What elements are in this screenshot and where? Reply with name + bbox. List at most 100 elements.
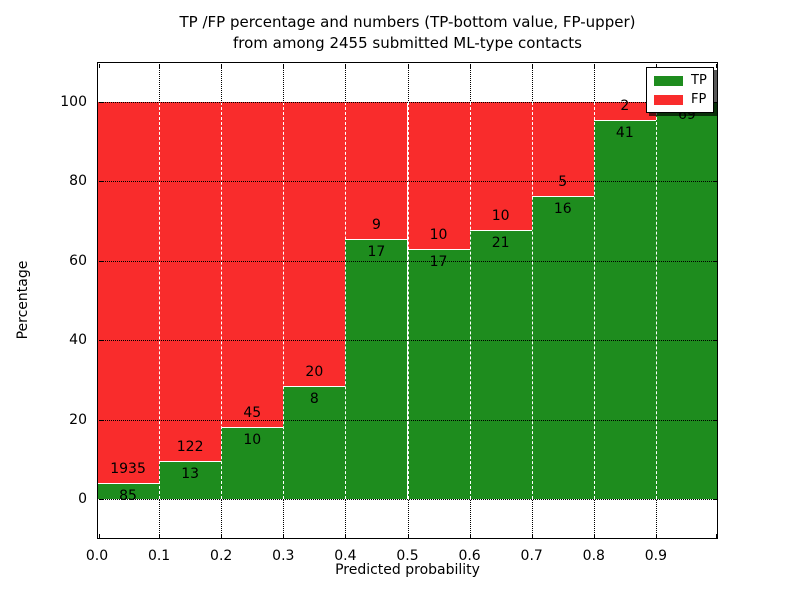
x-tick-mark <box>531 63 533 68</box>
x-tick-mark <box>655 63 657 68</box>
x-tick-mark <box>98 533 100 538</box>
x-tick-mark <box>345 63 347 68</box>
bar-segment-fp <box>593 101 656 121</box>
chart-title: TP /FP percentage and numbers (TP-bottom… <box>97 12 718 54</box>
legend-label-tp: TP <box>691 72 707 88</box>
y-tick-mark <box>98 101 103 103</box>
bar-fp-count-label: 122 <box>176 438 204 455</box>
x-tick-mark <box>531 533 533 538</box>
x-tick-mark <box>593 533 595 538</box>
y-tick-mark <box>98 419 103 421</box>
gridline-horizontal <box>97 181 718 183</box>
bar-segment-tp <box>593 120 656 500</box>
x-tick-mark <box>283 63 285 68</box>
bar-segment-fp <box>159 101 222 461</box>
gridline-horizontal <box>97 260 718 262</box>
x-tick-mark <box>159 63 161 68</box>
x-tick-mark <box>593 63 595 68</box>
bar-boundary-dash <box>221 101 223 500</box>
bar-boundary-dash <box>469 101 471 500</box>
y-tick-mark <box>712 260 717 262</box>
x-tick-mark <box>715 533 717 538</box>
x-tick-mark <box>407 533 409 538</box>
y-tick-mark <box>712 101 717 103</box>
y-tick-mark <box>98 499 103 501</box>
x-tick-label: 0.2 <box>210 548 233 564</box>
legend: TP FP <box>646 67 714 113</box>
legend-swatch-tp-icon <box>654 75 683 86</box>
bar-fp-count-label: 20 <box>305 363 324 380</box>
bar-boundary-dash <box>407 101 409 500</box>
x-tick-mark <box>715 63 717 68</box>
bar-segment-fp <box>221 101 284 427</box>
x-tick-label: 0.9 <box>644 548 668 564</box>
bar-tp-count-label: 8 <box>309 390 319 407</box>
bar-segment-fp <box>283 101 346 386</box>
y-tick-mark <box>712 499 717 501</box>
bar-tp-count-label: 17 <box>429 253 448 270</box>
bar-boundary-dash <box>345 101 347 500</box>
bar-tp-count-label: 41 <box>615 125 634 142</box>
x-tick-mark <box>469 63 471 68</box>
bar-boundary-dash <box>283 101 285 500</box>
bar-segment-tp <box>655 101 718 500</box>
bar-segment-tp <box>469 229 532 500</box>
legend-swatch-fp-icon <box>654 94 683 105</box>
y-tick-mark <box>712 419 717 421</box>
bar-tp-count-label: 85 <box>119 487 137 504</box>
bar-tp-count-label: 10 <box>243 431 262 448</box>
bar-segment-fp <box>97 101 160 483</box>
bar-boundary-dash <box>655 101 657 500</box>
bar-fp-count-label: 1935 <box>110 460 146 477</box>
bar-segment-tp <box>407 248 470 500</box>
bar-segment-tp <box>159 460 222 500</box>
bar-fp-count-label: 9 <box>371 217 381 234</box>
bar-boundary-dash <box>159 101 161 500</box>
bar-tp-count-label: 21 <box>491 234 510 251</box>
y-tick-label: 60 <box>69 252 87 269</box>
x-tick-mark <box>221 533 223 538</box>
x-tick-mark <box>655 533 657 538</box>
plot-area: 1935 85 122 13 45 10 20 8 9 17 10 17 10 21 5 16 2 41 69 TP… <box>97 62 718 539</box>
legend-item-fp: FP <box>647 92 713 107</box>
x-tick-mark <box>283 533 285 538</box>
gridline-horizontal <box>97 499 718 501</box>
bar-segment-tp <box>345 239 408 500</box>
y-axis-title: Percentage <box>15 260 31 340</box>
x-tick-label: 0.4 <box>334 548 357 564</box>
gridline-horizontal <box>97 101 718 103</box>
x-tick-mark <box>221 63 223 68</box>
bar-tp-count-label: 13 <box>181 465 200 482</box>
gridline-horizontal <box>97 419 718 421</box>
bar-fp-count-label: 10 <box>491 207 510 224</box>
y-tick-mark <box>98 181 103 183</box>
bar-tp-count-label: 17 <box>367 244 386 261</box>
bar-segment-tp <box>221 426 284 500</box>
y-tick-label: 40 <box>69 332 87 349</box>
x-tick-label: 0.5 <box>396 548 419 564</box>
gridline-horizontal <box>97 340 718 342</box>
bar-segment-tp <box>531 196 594 500</box>
legend-item-tp: TP <box>647 72 713 88</box>
chart-title-line1: TP /FP percentage and numbers (TP-bottom… <box>179 13 636 31</box>
bar-segment-tp <box>97 482 160 500</box>
x-tick-mark <box>159 533 161 538</box>
y-tick-mark <box>98 260 103 262</box>
x-tick-label: 0.8 <box>582 548 605 564</box>
bar-tp-count-label: 16 <box>553 201 572 218</box>
x-tick-label: 0.1 <box>147 548 171 564</box>
y-tick-label: 0 <box>78 491 87 508</box>
bar-boundary-dash <box>531 101 533 500</box>
bar-segment-fp <box>345 101 408 240</box>
x-tick-label: 0.7 <box>520 548 543 564</box>
x-tick-mark <box>345 533 347 538</box>
x-axis-title: Predicted probability <box>335 562 480 578</box>
bar-boundary-dash <box>593 101 595 500</box>
bar-segment-fp <box>469 101 532 230</box>
x-tick-label: 0.0 <box>85 548 109 564</box>
x-tick-mark <box>98 63 100 68</box>
y-tick-mark <box>98 340 103 342</box>
bar-fp-count-label: 2 <box>620 98 630 115</box>
bar-fp-count-label: 45 <box>243 404 262 421</box>
